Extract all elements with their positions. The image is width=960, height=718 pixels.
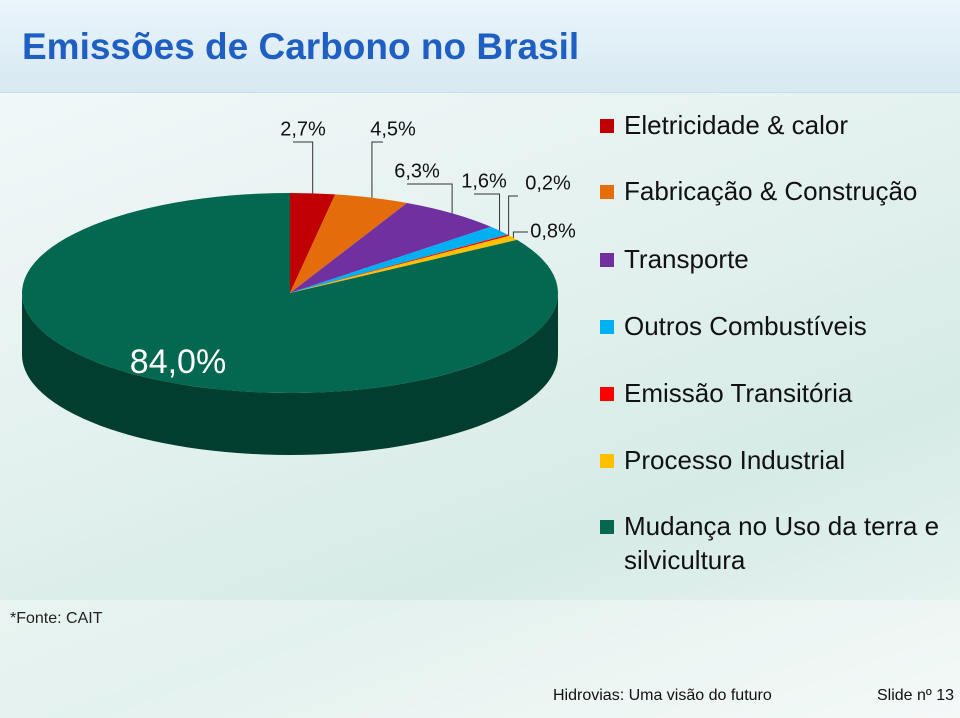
value-label: 0,8%: [530, 220, 576, 242]
slide-title: Emissões de Carbono no Brasil: [22, 26, 580, 67]
footer: Hidrovias: Uma visão do futuro: [553, 687, 772, 704]
legend-swatch: [600, 387, 614, 401]
chart: 2,7% 4,5% 6,3% 1,6% 0,2% 0,8% 84,0%: [21, 118, 576, 455]
title-bar: [0, 0, 960, 93]
pie-slice: [21, 193, 558, 393]
legend-entry: Processo Industrial: [600, 443, 954, 477]
legend-label: Processo Industrial: [624, 445, 846, 475]
pie-slice: [290, 203, 491, 293]
value-label: 2,7%: [280, 118, 326, 140]
slide-number: Slide nº 13: [877, 687, 955, 704]
legend-entry: Transporte: [600, 242, 954, 276]
legend-label: Outros Combustíveis: [624, 311, 867, 341]
legend-label: Fabricação & Construção: [624, 176, 918, 206]
leader-line: [293, 141, 314, 194]
legend-swatch: [600, 253, 614, 267]
legend-swatch: [600, 320, 614, 334]
value-label: 6,3%: [394, 160, 440, 182]
legend-entry: Mudança no Uso da terra e silvicultura: [600, 509, 954, 577]
leader-line: [371, 141, 383, 198]
source: *Fonte: CAIT: [10, 610, 103, 627]
pie-slice-side: [22, 293, 558, 455]
legend-swatch: [600, 119, 614, 133]
pie-slice: [290, 235, 518, 293]
leader-line: [407, 183, 453, 214]
value-label: 1,6%: [461, 170, 507, 192]
value-label: 4,5%: [370, 118, 416, 140]
legend-swatch: [600, 520, 614, 534]
legend-entry: Emissão Transitória: [600, 376, 954, 410]
legend-swatch: [600, 185, 614, 199]
legend-swatch: [600, 454, 614, 468]
legend-entry: Eletricidade & calor: [600, 108, 954, 142]
pie-slice: [290, 234, 510, 293]
value-label: 84,0%: [130, 343, 226, 381]
legend-label: Emissão Transitória: [624, 378, 853, 408]
pie-slice: [290, 193, 336, 293]
leader-line: [508, 195, 518, 236]
value-label: 0,2%: [525, 172, 571, 194]
pie-slice: [290, 226, 508, 293]
legend-label: Mudança no Uso da terra e silvicultura: [624, 511, 940, 575]
leader-line: [474, 193, 501, 231]
legend-label: Transporte: [624, 244, 749, 274]
pie-slice: [290, 194, 408, 293]
footer-area: [0, 600, 960, 718]
leader-line: [512, 231, 528, 238]
legend-entry: Outros Combustíveis: [600, 309, 954, 343]
legend-label: Eletricidade & calor: [624, 110, 848, 140]
legend-entry: Fabricação & Construção: [600, 174, 954, 208]
